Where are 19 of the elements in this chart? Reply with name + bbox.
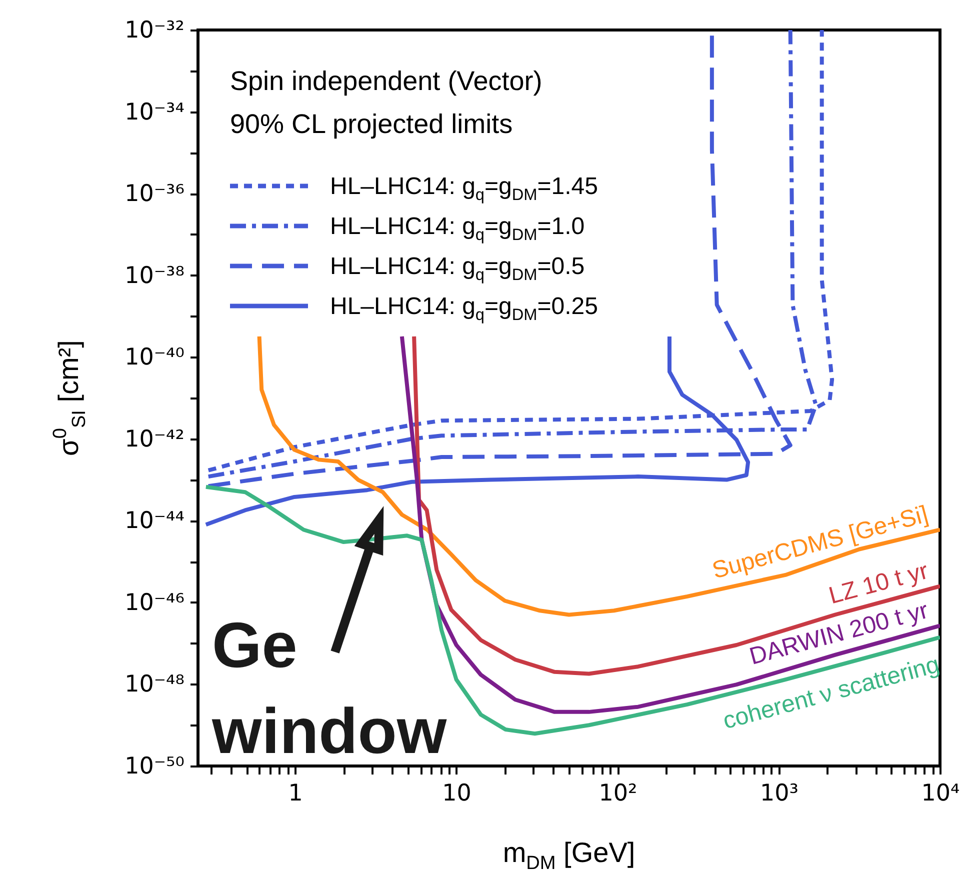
x-tick-label: 10² [598, 780, 638, 806]
x-tick-label: 1 [288, 780, 303, 806]
y-tick-label: 10⁻³⁴ [124, 99, 184, 126]
x-tick-label: 10³ [760, 780, 799, 806]
annotation: Spin independent (Vector) [230, 66, 542, 96]
y-axis-title: σ0SI [cm²] [50, 340, 90, 456]
annotation: Ge window [211, 609, 447, 767]
y-tick-label: 10⁻³² [124, 18, 184, 44]
y-tick-label: 10⁻⁴⁶ [124, 590, 184, 616]
y-tick-label: 10⁻⁴² [124, 426, 184, 452]
x-tick-label: 10⁴ [921, 780, 960, 806]
annotation: 90% CL projected limits [230, 109, 513, 139]
y-tick-label: 10⁻³⁸ [124, 262, 184, 289]
y-tick-label: 10⁻⁴⁴ [124, 508, 184, 534]
y-tick-label: 10⁻⁵⁰ [124, 754, 184, 780]
y-tick-label: 10⁻⁴⁸ [124, 672, 184, 698]
y-tick-label: 10⁻⁴⁰ [124, 344, 184, 371]
x-tick-label: 10 [442, 780, 472, 806]
y-tick-label: 10⁻³⁶ [124, 181, 184, 208]
